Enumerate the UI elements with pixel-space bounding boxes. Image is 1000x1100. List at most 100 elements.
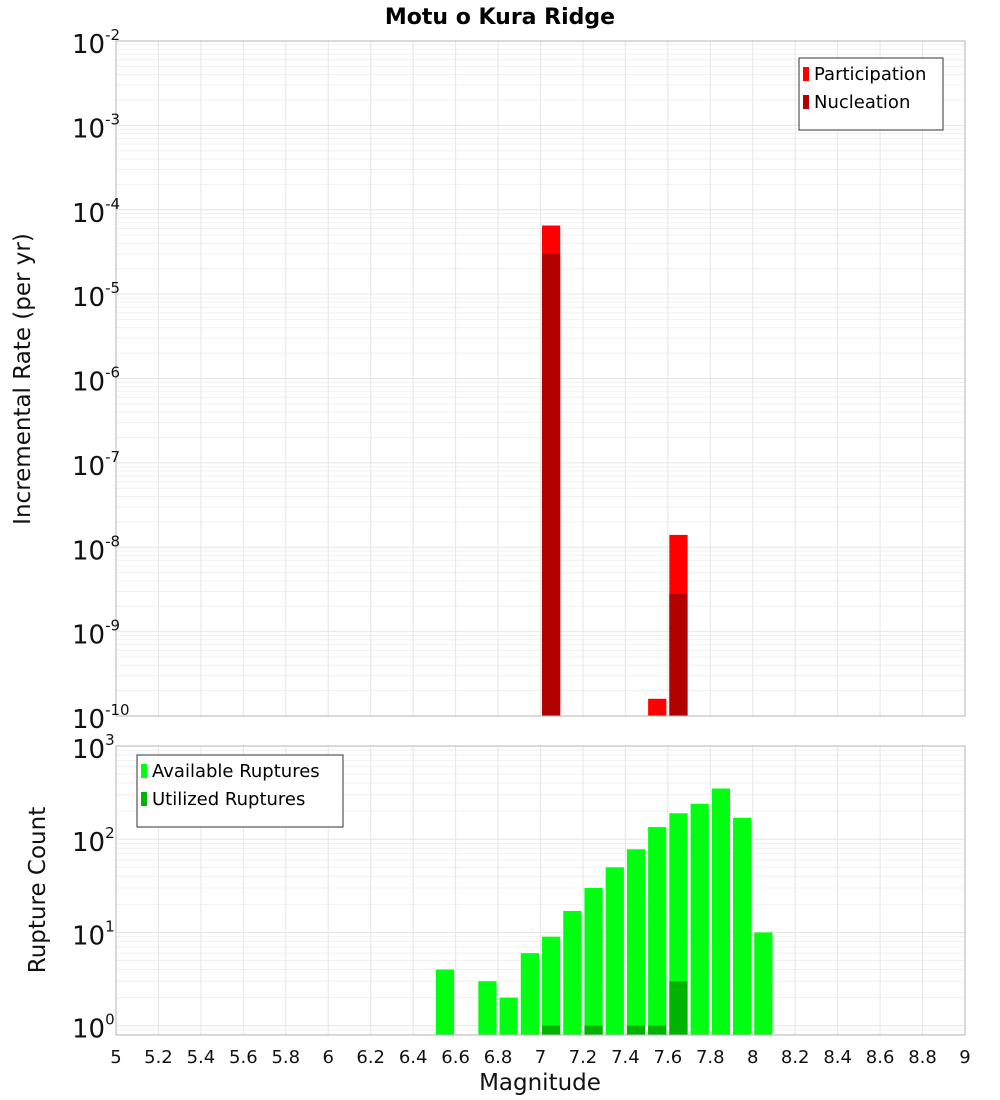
y-tick-base: 10: [72, 30, 105, 60]
bar-available-ruptures-7.55: [648, 827, 667, 1035]
bar-available-ruptures-7.35: [605, 867, 624, 1035]
bar-utilized-ruptures-7.05: [542, 1025, 561, 1035]
bar-participation-7.55: [648, 698, 667, 716]
y-tick-label: 10-9: [72, 617, 120, 651]
bar-nucleation-7.65: [669, 593, 688, 716]
legend-swatch: [141, 764, 147, 778]
bar-available-ruptures-7.45: [626, 849, 646, 1035]
x-tick-label: 5.4: [187, 1047, 216, 1068]
x-tick-label: 8.6: [866, 1047, 895, 1068]
y-tick-base: 10: [72, 705, 105, 735]
y-tick-label: 10-7: [72, 448, 120, 482]
x-tick-label: 9: [959, 1047, 970, 1068]
x-tick-label: 7.4: [611, 1047, 640, 1068]
bar-available-ruptures-7.75: [690, 803, 709, 1035]
y-tick-label: 10-3: [72, 110, 120, 144]
rate-panel: 10-210-310-410-510-610-710-810-910-10Inc…: [10, 26, 966, 735]
y-tick-label: 102: [72, 824, 115, 858]
legend-swatch: [803, 95, 809, 109]
x-tick-label: 8.2: [781, 1047, 810, 1068]
y-tick-exponent: -8: [105, 532, 120, 550]
bar-available-ruptures-7.25: [584, 887, 603, 1035]
x-tick-label: 5.2: [144, 1047, 173, 1068]
bar-available-ruptures-7.15: [563, 910, 582, 1035]
legend-label: Nucleation: [814, 92, 910, 113]
x-tick-label: 7.6: [654, 1047, 683, 1068]
y-tick-base: 10: [72, 199, 105, 229]
y-tick-base: 10: [72, 921, 105, 951]
y-axis-title: Incremental Rate (per yr): [10, 233, 36, 525]
y-tick-base: 10: [72, 621, 105, 651]
x-tick-label: 5.8: [271, 1047, 300, 1068]
y-tick-label: 100: [72, 1011, 115, 1045]
y-tick-exponent: -5: [105, 279, 120, 297]
y-tick-label: 10-10: [72, 701, 130, 735]
legend-label: Participation: [814, 64, 926, 85]
x-tick-label: 8.8: [908, 1047, 937, 1068]
y-tick-label: 10-6: [72, 364, 120, 398]
y-tick-exponent: -3: [105, 110, 120, 128]
y-tick-exponent: -10: [105, 701, 130, 719]
x-tick-label: 6: [323, 1047, 334, 1068]
y-tick-base: 10: [72, 452, 105, 482]
y-axis-title: Rupture Count: [25, 807, 51, 973]
x-tick-label: 6.8: [484, 1047, 513, 1068]
x-tick-labels: 5 5.2 5.4 5.6 5.8 6 6.2 6.4 6.6 6.8 7 7.2 7.4 7.6 7.8 8…: [110, 1047, 970, 1068]
y-tick-exponent: -7: [105, 448, 120, 466]
bar-available-ruptures-7.05: [542, 936, 561, 1035]
y-tick-exponent: -4: [105, 195, 120, 213]
y-tick-label: 10-5: [72, 279, 120, 313]
y-tick-base: 10: [72, 536, 105, 566]
bar-available-ruptures-6.55: [435, 969, 455, 1035]
y-tick-label: 10-2: [72, 26, 120, 60]
bar-available-ruptures-6.75: [478, 981, 497, 1035]
bar-utilized-ruptures-7.65: [669, 981, 688, 1035]
y-tick-exponent: 2: [105, 824, 115, 842]
x-tick-label: 5: [110, 1047, 121, 1068]
legend: Participation Nucleation: [798, 57, 944, 131]
x-tick-label: 8.4: [823, 1047, 852, 1068]
legend-label: Utilized Ruptures: [152, 789, 305, 810]
bar-available-ruptures-7.65: [669, 813, 688, 1035]
y-tick-label: 10-8: [72, 532, 120, 566]
x-tick-label: 5.6: [229, 1047, 258, 1068]
y-tick-exponent: -9: [105, 617, 120, 635]
y-tick-label: 101: [72, 917, 115, 951]
x-tick-label: 7: [535, 1047, 546, 1068]
y-tick-exponent: 3: [105, 731, 115, 749]
bar-available-ruptures-6.95: [520, 953, 539, 1035]
y-tick-exponent: 1: [105, 917, 115, 935]
bar-available-ruptures-6.85: [499, 997, 518, 1035]
plot-frame: [115, 40, 966, 717]
x-tick-label: 7.2: [569, 1047, 598, 1068]
bar-utilized-ruptures-7.55: [648, 1025, 667, 1035]
bar-available-ruptures-7.95: [733, 817, 752, 1035]
y-tick-label: 103: [72, 731, 115, 765]
y-tick-exponent: 0: [105, 1011, 115, 1029]
bar-utilized-ruptures-7.45: [626, 1025, 646, 1035]
bar-utilized-ruptures-7.25: [584, 1025, 603, 1035]
y-tick-base: 10: [72, 114, 105, 144]
x-tick-label: 8: [747, 1047, 758, 1068]
x-axis-title: Magnitude: [479, 1070, 601, 1096]
plot-frame: [115, 745, 966, 1036]
bar-available-ruptures-7.85: [711, 788, 731, 1035]
legend-box: [136, 754, 344, 828]
y-tick-base: 10: [72, 283, 105, 313]
x-tick-label: 6.4: [399, 1047, 428, 1068]
chart-title: Motu o Kura Ridge: [385, 5, 615, 30]
y-tick-base: 10: [72, 828, 105, 858]
legend: Available Ruptures Utilized Ruptures: [136, 754, 344, 828]
y-tick-exponent: -2: [105, 26, 120, 44]
bar-available-ruptures-8.05: [754, 932, 773, 1035]
y-tick-base: 10: [72, 368, 105, 398]
y-tick-exponent: -6: [105, 364, 120, 382]
y-tick-base: 10: [72, 1015, 105, 1045]
legend-box: [798, 57, 944, 131]
legend-swatch: [141, 792, 147, 806]
legend-label: Available Ruptures: [152, 761, 320, 782]
x-tick-label: 6.6: [441, 1047, 470, 1068]
y-tick-base: 10: [72, 735, 105, 765]
